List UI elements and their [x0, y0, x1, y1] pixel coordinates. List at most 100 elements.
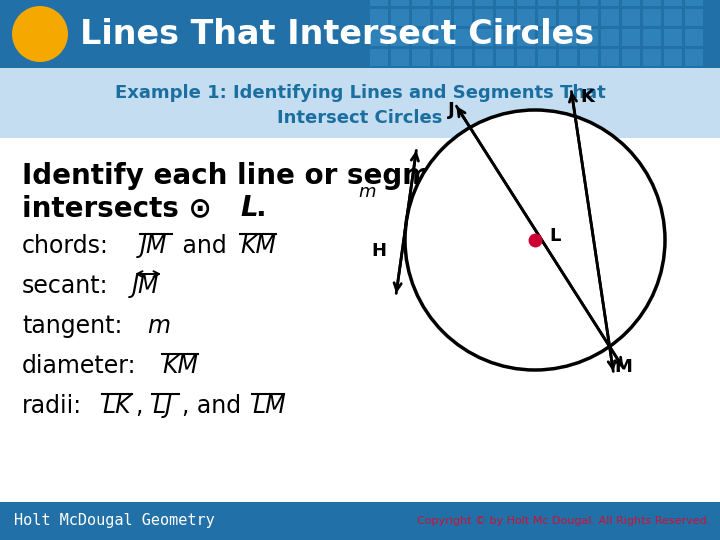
Bar: [559, 29, 577, 46]
Bar: [517, 49, 535, 66]
Bar: [0, 0, 720, 68]
Bar: [454, 0, 472, 6]
Bar: [643, 9, 661, 26]
Bar: [391, 9, 409, 26]
Text: secant:: secant:: [22, 274, 109, 298]
Bar: [559, 49, 577, 66]
Bar: [370, 9, 388, 26]
Bar: [580, 29, 598, 46]
Text: chords:: chords:: [22, 234, 109, 258]
Bar: [685, 29, 703, 46]
Text: , and: , and: [182, 394, 241, 418]
Bar: [391, 0, 409, 6]
Bar: [622, 29, 640, 46]
Bar: [0, 502, 720, 540]
Bar: [685, 0, 703, 6]
Text: diameter:: diameter:: [22, 354, 137, 378]
Circle shape: [12, 6, 68, 62]
Bar: [664, 49, 682, 66]
Bar: [0, 68, 720, 138]
Bar: [685, 9, 703, 26]
Bar: [559, 9, 577, 26]
Bar: [391, 29, 409, 46]
Bar: [454, 29, 472, 46]
Bar: [685, 49, 703, 66]
Bar: [664, 9, 682, 26]
Bar: [580, 49, 598, 66]
Bar: [538, 9, 556, 26]
Bar: [664, 0, 682, 6]
Bar: [643, 29, 661, 46]
Bar: [391, 49, 409, 66]
Bar: [517, 29, 535, 46]
Bar: [496, 9, 514, 26]
Text: .: .: [255, 194, 266, 222]
Text: H: H: [372, 242, 386, 260]
Bar: [433, 0, 451, 6]
Text: L: L: [240, 194, 258, 222]
Bar: [664, 29, 682, 46]
Bar: [433, 29, 451, 46]
Bar: [643, 0, 661, 6]
Bar: [496, 49, 514, 66]
Bar: [454, 9, 472, 26]
Text: Example 1: Identifying Lines and Segments That: Example 1: Identifying Lines and Segment…: [114, 84, 606, 102]
Text: K: K: [580, 89, 594, 106]
Bar: [517, 0, 535, 6]
Bar: [559, 0, 577, 6]
Text: Identify each line or segment that: Identify each line or segment that: [22, 162, 557, 190]
Bar: [538, 49, 556, 66]
Circle shape: [405, 110, 665, 370]
Bar: [622, 0, 640, 6]
Bar: [517, 9, 535, 26]
Text: LJ: LJ: [152, 394, 172, 418]
Bar: [580, 0, 598, 6]
Bar: [370, 0, 388, 6]
Bar: [580, 9, 598, 26]
Bar: [433, 49, 451, 66]
Text: Copyright © by Holt Mc Dougal. All Rights Reserved.: Copyright © by Holt Mc Dougal. All Right…: [417, 516, 710, 526]
Bar: [370, 29, 388, 46]
Bar: [412, 0, 430, 6]
Bar: [643, 49, 661, 66]
Bar: [538, 29, 556, 46]
Text: Intersect Circles: Intersect Circles: [277, 110, 443, 127]
Text: KM: KM: [162, 354, 198, 378]
Bar: [412, 29, 430, 46]
Text: JM: JM: [132, 274, 159, 298]
Bar: [370, 49, 388, 66]
Text: L: L: [549, 227, 560, 245]
Bar: [0, 138, 720, 502]
Text: m: m: [147, 314, 170, 338]
Bar: [454, 49, 472, 66]
Bar: [496, 0, 514, 6]
Text: m: m: [359, 183, 376, 201]
Bar: [622, 49, 640, 66]
Text: KM: KM: [240, 234, 276, 258]
Text: and: and: [175, 234, 234, 258]
Text: ,: ,: [135, 394, 143, 418]
Text: J: J: [448, 102, 455, 119]
Text: M: M: [615, 359, 632, 376]
Text: intersects ⊙: intersects ⊙: [22, 194, 212, 222]
Text: LK: LK: [102, 394, 130, 418]
Text: Lines That Intersect Circles: Lines That Intersect Circles: [80, 17, 594, 51]
Text: JM: JM: [140, 234, 167, 258]
Bar: [496, 29, 514, 46]
Text: Holt McDougal Geometry: Holt McDougal Geometry: [14, 514, 215, 529]
Bar: [601, 0, 619, 6]
Text: tangent:: tangent:: [22, 314, 122, 338]
Bar: [475, 49, 493, 66]
Bar: [601, 49, 619, 66]
Bar: [601, 29, 619, 46]
Text: LM: LM: [252, 394, 286, 418]
Text: radii:: radii:: [22, 394, 82, 418]
Bar: [433, 9, 451, 26]
Bar: [538, 0, 556, 6]
Bar: [622, 9, 640, 26]
Bar: [412, 49, 430, 66]
Bar: [475, 9, 493, 26]
Bar: [412, 9, 430, 26]
Bar: [475, 29, 493, 46]
Bar: [475, 0, 493, 6]
